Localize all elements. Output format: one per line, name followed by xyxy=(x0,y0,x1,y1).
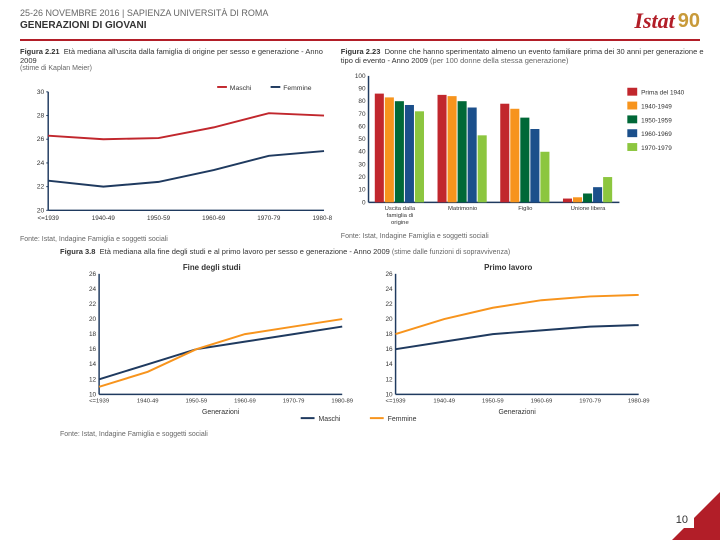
svg-text:90: 90 xyxy=(358,86,366,93)
fig223-title: Figura 2.23 Donne che hanno sperimentato… xyxy=(341,47,708,65)
svg-text:1940-49: 1940-49 xyxy=(92,215,116,222)
svg-text:1970-1979: 1970-1979 xyxy=(641,145,672,152)
svg-text:1980-89: 1980-89 xyxy=(331,399,353,405)
svg-text:Generazioni: Generazioni xyxy=(202,410,240,417)
svg-text:26: 26 xyxy=(385,271,393,278)
svg-text:Fine degli studi: Fine degli studi xyxy=(183,263,241,272)
svg-text:Femmine: Femmine xyxy=(283,85,311,92)
svg-text:26: 26 xyxy=(89,271,97,278)
svg-text:1940-49: 1940-49 xyxy=(433,399,455,405)
svg-text:22: 22 xyxy=(385,301,393,308)
svg-text:1950-1959: 1950-1959 xyxy=(641,117,672,124)
svg-text:80: 80 xyxy=(358,98,366,105)
svg-text:1970-79: 1970-79 xyxy=(283,399,305,405)
svg-text:12: 12 xyxy=(385,377,393,384)
fig38-chart: Fine degli studi101214161820222426<=1939… xyxy=(61,260,659,428)
svg-text:1980-89: 1980-89 xyxy=(312,215,331,222)
page-number-wrap: 10 xyxy=(670,510,694,528)
svg-text:60: 60 xyxy=(358,123,366,130)
svg-text:100: 100 xyxy=(355,73,366,80)
svg-text:1940-1949: 1940-1949 xyxy=(641,104,672,111)
svg-text:10: 10 xyxy=(358,187,366,194)
svg-text:<=1939: <=1939 xyxy=(386,399,406,405)
svg-text:1960-69: 1960-69 xyxy=(531,399,553,405)
figure-38: Figura 3.8 Età mediana alla fine degli s… xyxy=(0,243,720,438)
svg-text:50: 50 xyxy=(358,136,366,143)
svg-text:1960-69: 1960-69 xyxy=(234,399,256,405)
svg-text:22: 22 xyxy=(89,301,97,308)
fig221-subtitle: (stime di Kaplan Meier) xyxy=(20,65,333,72)
istat-logo: Istat 90 xyxy=(634,8,700,34)
fig223-fonte: Fonte: Istat, Indagine Famiglia e sogget… xyxy=(341,233,708,240)
fig38-title: Figura 3.8 Età mediana alla fine degli s… xyxy=(60,247,660,257)
svg-text:20: 20 xyxy=(37,207,45,214)
svg-text:1940-49: 1940-49 xyxy=(137,399,159,405)
svg-text:origine: origine xyxy=(391,220,409,226)
header-title: GENERAZIONI DI GIOVANI xyxy=(20,20,700,31)
fig223-chart: 0 10 20 30 40 50 60 70 80 90 100 Uscita dallafamigl… xyxy=(342,68,707,230)
svg-text:<=1939: <=1939 xyxy=(89,399,109,405)
logo-anniversary: 90 xyxy=(678,10,700,33)
svg-text:24: 24 xyxy=(385,286,393,293)
svg-text:12: 12 xyxy=(89,377,97,384)
svg-text:1960-1969: 1960-1969 xyxy=(641,131,672,138)
svg-text:18: 18 xyxy=(385,331,393,338)
fig221-title: Figura 2.21 Età mediana all'uscita dalla… xyxy=(20,47,333,65)
fig221-fonte: Fonte: Istat, Indagine Famiglia e sogget… xyxy=(20,236,333,243)
page-number: 10 xyxy=(670,512,694,528)
svg-text:famiglia di: famiglia di xyxy=(386,213,413,219)
header-dateline: 25-26 NOVEMBRE 2016 | SAPIENZA UNIVERSIT… xyxy=(20,8,700,18)
svg-text:20: 20 xyxy=(358,174,366,181)
fig38-fonte: Fonte: Istat, Indagine Famiglia e sogget… xyxy=(60,431,660,438)
svg-text:20: 20 xyxy=(385,316,393,323)
svg-text:Matrimonio: Matrimonio xyxy=(448,206,478,212)
svg-text:1950-59: 1950-59 xyxy=(147,215,171,222)
svg-text:Generazioni: Generazioni xyxy=(499,410,537,417)
svg-text:22: 22 xyxy=(37,184,45,191)
svg-text:0: 0 xyxy=(362,199,366,206)
slide-header: 25-26 NOVEMBRE 2016 | SAPIENZA UNIVERSIT… xyxy=(0,0,720,35)
svg-text:30: 30 xyxy=(358,161,366,168)
svg-text:Unione libera: Unione libera xyxy=(570,206,606,212)
svg-text:Figlio: Figlio xyxy=(518,206,533,212)
svg-text:Primo lavoro: Primo lavoro xyxy=(484,263,532,272)
svg-text:24: 24 xyxy=(89,286,97,293)
svg-text:14: 14 xyxy=(89,362,97,369)
svg-text:28: 28 xyxy=(37,112,45,119)
logo-text: Istat xyxy=(634,8,674,34)
svg-text:Uscita dalla: Uscita dalla xyxy=(384,206,415,212)
svg-text:Maschi: Maschi xyxy=(318,416,340,423)
svg-text:70: 70 xyxy=(358,111,366,118)
svg-text:1950-59: 1950-59 xyxy=(482,399,504,405)
svg-text:40: 40 xyxy=(358,149,366,156)
svg-text:1960-69: 1960-69 xyxy=(202,215,226,222)
svg-text:Maschi: Maschi xyxy=(230,85,252,92)
svg-text:26: 26 xyxy=(37,136,45,143)
svg-text:1980-89: 1980-89 xyxy=(628,399,650,405)
svg-text:18: 18 xyxy=(89,331,97,338)
svg-text:24: 24 xyxy=(37,160,45,167)
svg-text:Femmine: Femmine xyxy=(388,416,417,423)
svg-text:1970-79: 1970-79 xyxy=(257,215,281,222)
svg-text:1950-59: 1950-59 xyxy=(186,399,208,405)
svg-text:30: 30 xyxy=(37,89,45,96)
svg-text:16: 16 xyxy=(385,347,393,354)
svg-text:14: 14 xyxy=(385,362,393,369)
svg-text:1970-79: 1970-79 xyxy=(579,399,601,405)
fig221-chart: 20 22 24 26 28 30 <=1939 1940-49 1950-59 1960-69 1… xyxy=(21,75,332,233)
figure-221: Figura 2.21 Età mediana all'uscita dalla… xyxy=(20,47,333,243)
svg-text:Prima del 1940: Prima del 1940 xyxy=(641,90,685,97)
svg-text:<=1939: <=1939 xyxy=(38,215,60,222)
figure-223: Figura 2.23 Donne che hanno sperimentato… xyxy=(341,47,708,243)
svg-text:20: 20 xyxy=(89,316,97,323)
svg-text:16: 16 xyxy=(89,347,97,354)
